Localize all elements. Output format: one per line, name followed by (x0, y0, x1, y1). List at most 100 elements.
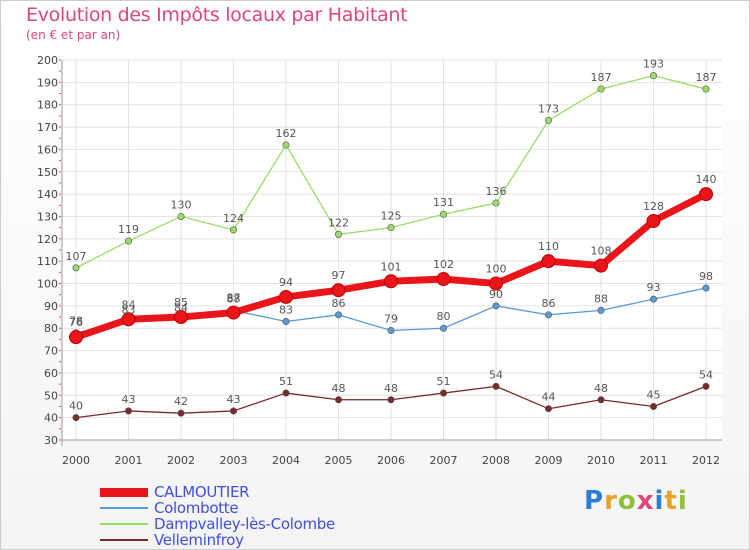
data-point (702, 85, 710, 93)
proxiti-logo: Proxiti (584, 486, 688, 516)
data-label: 79 (384, 312, 398, 325)
data-point (177, 409, 185, 417)
data-label: 101 (381, 260, 402, 273)
data-label: 97 (332, 269, 346, 282)
data-point (387, 396, 395, 404)
data-point (649, 402, 657, 410)
data-label: 119 (118, 223, 139, 236)
data-point (597, 396, 605, 404)
data-label: 124 (223, 212, 244, 225)
logo-letter: i (677, 486, 688, 516)
data-point (387, 224, 395, 232)
x-tick-label: 2004 (272, 454, 300, 467)
data-point (125, 407, 133, 415)
legend-label-calmoutier: CALMOUTIER (154, 483, 250, 501)
data-point (594, 258, 608, 273)
data-point (702, 382, 710, 390)
data-label: 42 (174, 395, 188, 408)
data-point (282, 141, 290, 149)
y-tick-label: 70 (44, 345, 58, 358)
data-label: 54 (699, 368, 713, 381)
data-point (230, 226, 238, 234)
x-tick-label: 2008 (482, 454, 510, 467)
data-label: 83 (122, 304, 136, 317)
data-label: 193 (643, 58, 664, 71)
data-point (334, 311, 342, 319)
legend-item-velleminfroy: Velleminfroy (100, 532, 335, 548)
data-point (436, 272, 451, 287)
data-point (387, 326, 395, 334)
data-point (544, 116, 552, 124)
data-point (544, 405, 552, 413)
data-label: 88 (227, 292, 241, 305)
logo-letter: r (604, 486, 618, 516)
data-label: 76 (69, 316, 83, 329)
logo-letter: t (664, 486, 678, 516)
y-tick-label: 150 (37, 166, 58, 179)
data-point (646, 213, 661, 228)
data-label: 90 (489, 288, 503, 301)
legend-swatch-velleminfroy (100, 539, 148, 541)
data-label: 84 (174, 301, 188, 314)
data-point (331, 283, 346, 298)
data-label: 162 (276, 127, 297, 140)
data-point (177, 212, 185, 220)
data-label: 86 (542, 297, 556, 310)
data-label: 107 (66, 250, 87, 263)
data-point (72, 264, 80, 272)
data-label: 85 (174, 296, 188, 309)
data-label: 80 (437, 310, 451, 323)
data-point (597, 306, 605, 314)
data-label: 48 (384, 382, 398, 395)
data-label: 45 (647, 388, 661, 401)
y-tick-label: 160 (37, 143, 58, 156)
data-label: 51 (279, 375, 293, 388)
x-tick-label: 2011 (640, 454, 668, 467)
x-tick-label: 2010 (587, 454, 615, 467)
data-point (492, 382, 500, 390)
x-tick-label: 2002 (167, 454, 195, 467)
y-tick-label: 200 (37, 54, 58, 67)
y-tick-label: 80 (44, 322, 58, 335)
data-label: 88 (594, 292, 608, 305)
data-point (597, 85, 605, 93)
data-label: 84 (122, 298, 136, 311)
data-label: 187 (696, 71, 717, 84)
data-label: 86 (332, 297, 346, 310)
data-point (334, 396, 342, 404)
data-label: 110 (538, 240, 559, 253)
logo-letter: o (617, 486, 637, 516)
y-tick-label: 30 (44, 434, 58, 447)
data-label: 43 (227, 393, 241, 406)
data-point (649, 295, 657, 303)
data-label: 173 (538, 102, 559, 115)
logo-letter: i (654, 486, 665, 516)
y-tick-label: 60 (44, 367, 58, 380)
data-label: 48 (594, 382, 608, 395)
y-tick-label: 140 (37, 188, 58, 201)
x-tick-label: 2007 (430, 454, 458, 467)
legend-swatch-calmoutier (100, 487, 148, 497)
x-tick-label: 2005 (325, 454, 353, 467)
plot-area (62, 60, 722, 440)
data-point (72, 414, 80, 422)
data-point (439, 324, 447, 332)
data-label: 128 (643, 200, 664, 213)
data-point (492, 199, 500, 207)
data-point (125, 237, 133, 245)
data-label: 87 (227, 292, 241, 305)
legend-swatch-colombotte (100, 507, 148, 509)
data-point (230, 407, 238, 415)
data-label: 140 (696, 173, 717, 186)
x-tick-label: 2001 (115, 454, 143, 467)
data-label: 44 (542, 391, 556, 404)
data-label: 43 (122, 393, 136, 406)
x-tick-label: 2003 (220, 454, 248, 467)
legend-label-colombotte: Colombotte (154, 499, 239, 517)
data-label: 108 (591, 245, 612, 258)
y-tick-label: 170 (37, 121, 58, 134)
data-label: 130 (171, 198, 192, 211)
data-label: 54 (489, 368, 503, 381)
data-point (282, 318, 290, 326)
y-tick-label: 180 (37, 99, 58, 112)
